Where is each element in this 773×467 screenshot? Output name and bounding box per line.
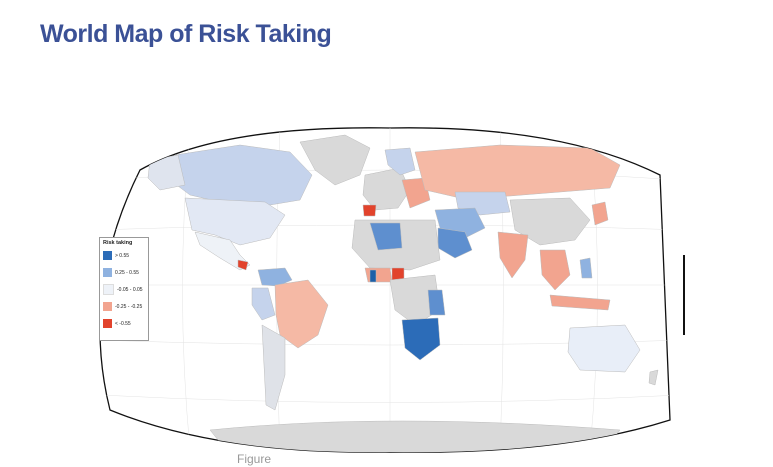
legend-title: Risk taking: [103, 240, 133, 246]
region-southeast-asia: [539, 249, 571, 291]
region-argentina-chile: [261, 324, 286, 411]
legend-label: -0.25 - -0.25: [115, 303, 143, 310]
legend-row: < -0.55: [103, 318, 131, 329]
region-central-america: [237, 259, 249, 271]
region-ghana: [369, 269, 377, 283]
legend-row: > 0.55: [103, 250, 129, 261]
region-colombia-venezuela: [257, 267, 293, 287]
legend-swatch: [103, 268, 112, 277]
legend-swatch: [103, 284, 114, 295]
legend-row: -0.25 - -0.25: [103, 301, 142, 312]
figure-caption: Figure: [237, 452, 272, 466]
legend-swatch: [103, 319, 112, 328]
region-algeria-libya: [369, 222, 403, 251]
world-map-svg: [99, 127, 671, 453]
region-india: [497, 231, 529, 279]
region-australia: [567, 324, 641, 373]
region-antarctica: [209, 420, 621, 453]
legend-label: -0.05 - 0.05: [117, 286, 143, 293]
legend-row: -0.05 - 0.05: [103, 284, 143, 295]
region-east-africa: [427, 289, 446, 316]
region-peru: [251, 287, 276, 321]
legend-row: 0.25 - 0.55: [103, 267, 139, 278]
region-brazil: [274, 279, 329, 349]
region-alaska: [147, 154, 186, 191]
legend-label: > 0.55: [115, 252, 130, 259]
slide-divider: [683, 255, 685, 335]
region-canada: [169, 144, 313, 206]
region-iberia: [362, 204, 377, 217]
legend-swatch: [103, 251, 112, 260]
region-indonesia: [549, 294, 611, 311]
world-map: [80, 120, 690, 460]
region-greenland: [299, 134, 371, 186]
region-philippines: [579, 257, 593, 279]
legend-swatch: [103, 302, 112, 311]
legend-label: 0.25 - 0.55: [115, 269, 139, 276]
region-eastern-europe: [401, 177, 431, 209]
region-west-africa: [364, 267, 393, 283]
region-china: [509, 197, 591, 246]
region-usa: [184, 197, 286, 246]
region-russia: [414, 144, 621, 199]
map-legend: Risk taking > 0.55 0.25 - 0.55 -0.05 - 0…: [99, 237, 149, 341]
region-japan-korea: [591, 201, 609, 226]
region-scandinavia: [384, 147, 416, 176]
region-central-africa: [389, 274, 441, 326]
region-new-zealand: [648, 369, 659, 386]
page-title: World Map of Risk Taking: [40, 20, 332, 48]
region-southern-africa: [401, 317, 441, 361]
legend-label: < -0.55: [115, 320, 131, 327]
